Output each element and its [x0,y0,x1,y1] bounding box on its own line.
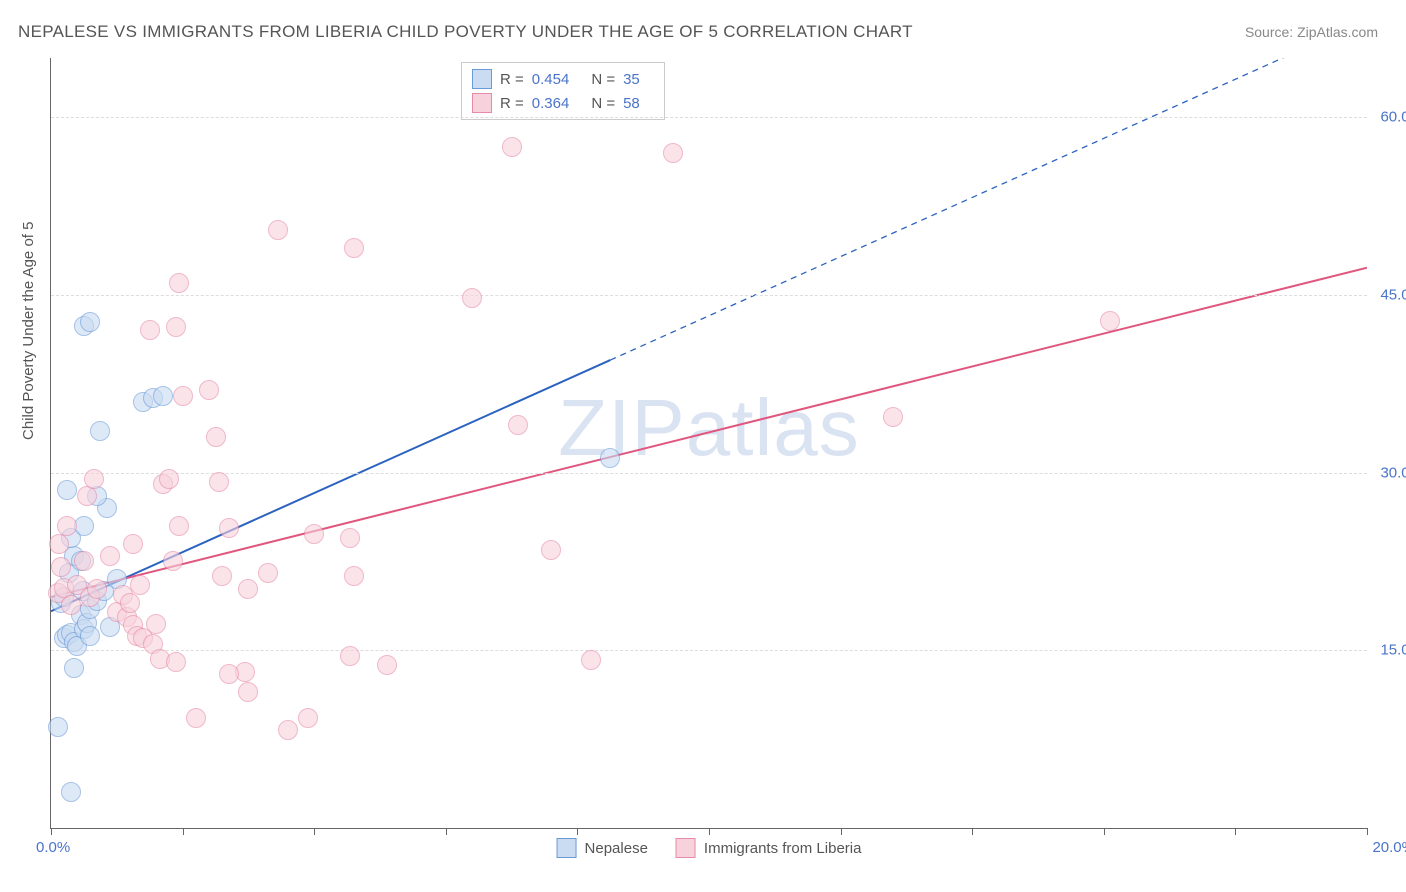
legend-label: Immigrants from Liberia [704,840,862,857]
data-point [146,614,166,634]
gridline [51,650,1367,651]
data-point [278,720,298,740]
legend-swatch [472,93,492,113]
y-tick-label: 60.0% [1380,109,1406,126]
y-tick-label: 30.0% [1380,464,1406,481]
data-point [163,551,183,571]
plot-area: ZIPatlas R =0.454N =35R =0.364N =58 0.0%… [50,58,1367,829]
y-axis-label: Child Poverty Under the Age of 5 [20,222,37,440]
data-point [74,551,94,571]
data-point [206,427,226,447]
data-point [541,540,561,560]
x-tick [577,828,578,835]
data-point [169,273,189,293]
legend-row: R =0.454N =35 [472,67,654,91]
data-point [304,524,324,544]
legend-label: Nepalese [585,840,648,857]
data-point [87,579,107,599]
data-point [153,386,173,406]
data-point [219,664,239,684]
y-tick-label: 15.0% [1380,642,1406,659]
data-point [502,137,522,157]
x-tick-min: 0.0% [36,839,70,856]
x-tick [1367,828,1368,835]
legend-item: Nepalese [557,838,648,858]
data-point [100,546,120,566]
data-point [49,534,69,554]
x-tick-max: 20.0% [1372,839,1406,856]
x-tick [446,828,447,835]
source-label: Source: ZipAtlas.com [1245,24,1378,40]
data-point [166,317,186,337]
legend-swatch [557,838,577,858]
data-point [186,708,206,728]
data-point [120,593,140,613]
data-point [57,480,77,500]
data-point [258,563,278,583]
data-point [123,534,143,554]
data-point [80,312,100,332]
data-point [209,472,229,492]
x-tick [1235,828,1236,835]
data-point [84,469,104,489]
data-point [508,415,528,435]
data-point [159,469,179,489]
data-point [199,380,219,400]
data-point [344,238,364,258]
data-point [212,566,232,586]
data-point [663,143,683,163]
chart-title: NEPALESE VS IMMIGRANTS FROM LIBERIA CHIL… [18,22,913,42]
data-point [462,288,482,308]
data-point [298,708,318,728]
data-point [64,658,84,678]
data-point [1100,311,1120,331]
data-point [169,516,189,536]
legend-swatch [472,69,492,89]
gridline [51,117,1367,118]
x-tick [183,828,184,835]
data-point [166,652,186,672]
data-point [340,646,360,666]
series-legend: Nepalese Immigrants from Liberia [557,838,862,858]
data-point [57,516,77,536]
data-point [377,655,397,675]
correlation-legend: R =0.454N =35R =0.364N =58 [461,62,665,120]
data-point [48,717,68,737]
data-point [173,386,193,406]
chart-container: NEPALESE VS IMMIGRANTS FROM LIBERIA CHIL… [0,0,1406,892]
trend-lines [51,58,1367,828]
y-tick-label: 45.0% [1380,286,1406,303]
data-point [61,595,81,615]
legend-row: R =0.364N =58 [472,91,654,115]
x-tick [314,828,315,835]
data-point [883,407,903,427]
data-point [61,782,81,802]
data-point [344,566,364,586]
data-point [581,650,601,670]
gridline [51,473,1367,474]
data-point [80,626,100,646]
gridline [51,295,1367,296]
data-point [77,486,97,506]
x-tick [709,828,710,835]
legend-swatch [676,838,696,858]
data-point [219,518,239,538]
data-point [238,682,258,702]
data-point [238,579,258,599]
legend-item: Immigrants from Liberia [676,838,862,858]
x-tick [972,828,973,835]
data-point [340,528,360,548]
data-point [268,220,288,240]
x-tick [1104,828,1105,835]
data-point [600,448,620,468]
x-tick [841,828,842,835]
data-point [140,320,160,340]
data-point [90,421,110,441]
x-tick [51,828,52,835]
data-point [51,557,71,577]
data-point [130,575,150,595]
